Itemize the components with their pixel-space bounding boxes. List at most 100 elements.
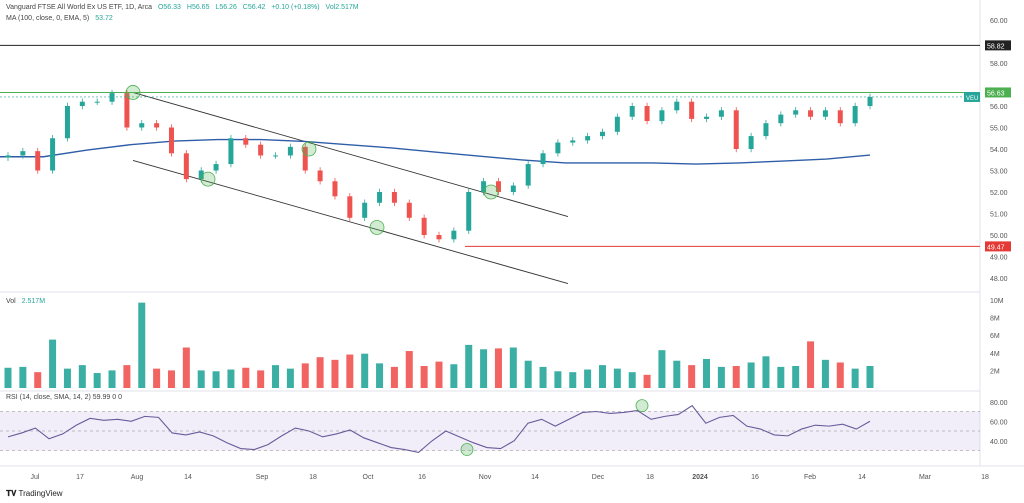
touch-point-circle bbox=[483, 184, 499, 200]
candle-body bbox=[5, 155, 11, 158]
time-tick-label: 14 bbox=[531, 474, 539, 481]
volume-bar bbox=[524, 360, 532, 388]
candle-body bbox=[406, 202, 412, 218]
volume-bar bbox=[584, 369, 592, 388]
volume-bar bbox=[123, 365, 131, 388]
volume-bar bbox=[480, 349, 488, 388]
volume-bar bbox=[851, 368, 859, 388]
volume-bar bbox=[494, 348, 502, 388]
volume-bar bbox=[286, 368, 294, 388]
candle-body bbox=[451, 230, 457, 240]
ma-value: 53.72 bbox=[95, 15, 113, 22]
candle-body bbox=[213, 164, 219, 171]
candle-body bbox=[317, 170, 323, 182]
touch-point-circle bbox=[125, 85, 141, 100]
price-tick-label: 58.00 bbox=[990, 61, 1008, 68]
candle-body bbox=[495, 181, 501, 192]
volume-bar bbox=[435, 361, 443, 388]
volume-bar bbox=[78, 365, 86, 388]
touch-point-circle bbox=[301, 141, 317, 157]
time-tick-label: Nov bbox=[479, 474, 492, 481]
candle-body bbox=[525, 164, 531, 186]
volume-bar bbox=[376, 363, 384, 388]
time-tick-label: 16 bbox=[418, 474, 426, 481]
candle-body bbox=[302, 146, 308, 171]
tradingview-logo-icon: 𝐓𝐕 bbox=[6, 489, 17, 498]
price-tick-label: 60.00 bbox=[990, 18, 1008, 25]
volume-value: Vol2.517M bbox=[325, 4, 359, 11]
brand-label: TradingView bbox=[18, 489, 63, 498]
volume-bar bbox=[272, 365, 280, 388]
time-tick-label: 18 bbox=[646, 474, 654, 481]
volume-legend: Vol 2.517M bbox=[6, 298, 45, 305]
volume-bar bbox=[509, 347, 517, 388]
volume-bar bbox=[93, 373, 101, 388]
volume-bar bbox=[717, 366, 725, 388]
open-value: O56.33 bbox=[157, 4, 181, 11]
volume-bar bbox=[732, 366, 740, 388]
candle-body bbox=[837, 110, 843, 124]
candle-body bbox=[287, 146, 293, 156]
candle-body bbox=[733, 110, 739, 149]
candle-body bbox=[20, 151, 26, 156]
price-tick-label: 55.00 bbox=[990, 126, 1008, 133]
candle-body bbox=[629, 106, 635, 117]
candle-body bbox=[436, 235, 442, 240]
price-tick-label: 51.00 bbox=[990, 212, 1008, 219]
rsi-legend-value: 59.99 bbox=[92, 394, 111, 401]
low-value: L56.26 bbox=[215, 4, 237, 11]
volume-bar bbox=[554, 371, 562, 388]
price-tick-label: 49.00 bbox=[990, 255, 1008, 262]
volume-bar bbox=[19, 366, 27, 388]
candle-body bbox=[109, 93, 115, 102]
volume-bar bbox=[63, 368, 71, 388]
volume-bar bbox=[153, 368, 161, 388]
volume-bar bbox=[420, 366, 428, 388]
candle-body bbox=[718, 110, 724, 117]
candle-body bbox=[599, 131, 605, 137]
volume-bar bbox=[316, 357, 324, 388]
candle-body bbox=[466, 192, 472, 231]
volume-bar bbox=[450, 364, 458, 388]
volume-bar bbox=[598, 365, 606, 388]
touch-point-circle bbox=[200, 171, 216, 187]
candle-body bbox=[94, 101, 100, 103]
volume-bar bbox=[167, 370, 175, 388]
price-level-label: 58.82 bbox=[987, 43, 1005, 50]
candle-body bbox=[50, 138, 56, 171]
price-level-label: 56.63 bbox=[987, 90, 1005, 97]
candle-body bbox=[362, 202, 368, 218]
change-value: +0.10 (+0.18%) bbox=[271, 4, 320, 11]
time-tick-label: 17 bbox=[76, 474, 84, 481]
candle-body bbox=[139, 123, 145, 128]
volume-bar bbox=[331, 359, 339, 388]
volume-bar bbox=[643, 374, 651, 388]
volume-bar bbox=[628, 372, 636, 388]
candle-body bbox=[124, 93, 130, 128]
time-tick-label: 14 bbox=[184, 474, 192, 481]
rsi-line bbox=[7, 404, 871, 454]
volume-bar bbox=[242, 367, 250, 388]
candle-body bbox=[183, 153, 189, 180]
volume-bar bbox=[108, 370, 116, 388]
time-tick-label: 18 bbox=[309, 474, 317, 481]
candle-body bbox=[644, 106, 650, 122]
candle-body bbox=[808, 110, 814, 117]
volume-bar bbox=[301, 363, 309, 388]
candle-body bbox=[198, 170, 204, 180]
candle-body bbox=[243, 138, 249, 145]
candle-body bbox=[793, 110, 799, 115]
channel-upper-line bbox=[132, 92, 569, 217]
volume-bar bbox=[613, 368, 621, 388]
symbol-legend: Vanguard FTSE All World Ex US ETF, 1D, A… bbox=[6, 4, 359, 11]
volume-bar bbox=[212, 371, 220, 388]
candle-body bbox=[659, 110, 665, 122]
candle-body bbox=[822, 110, 828, 117]
volume-bar bbox=[539, 366, 547, 388]
time-tick-label: Sep bbox=[256, 474, 269, 481]
candle-body bbox=[778, 114, 784, 124]
candle-body bbox=[481, 181, 487, 192]
volume-bar bbox=[361, 353, 369, 388]
